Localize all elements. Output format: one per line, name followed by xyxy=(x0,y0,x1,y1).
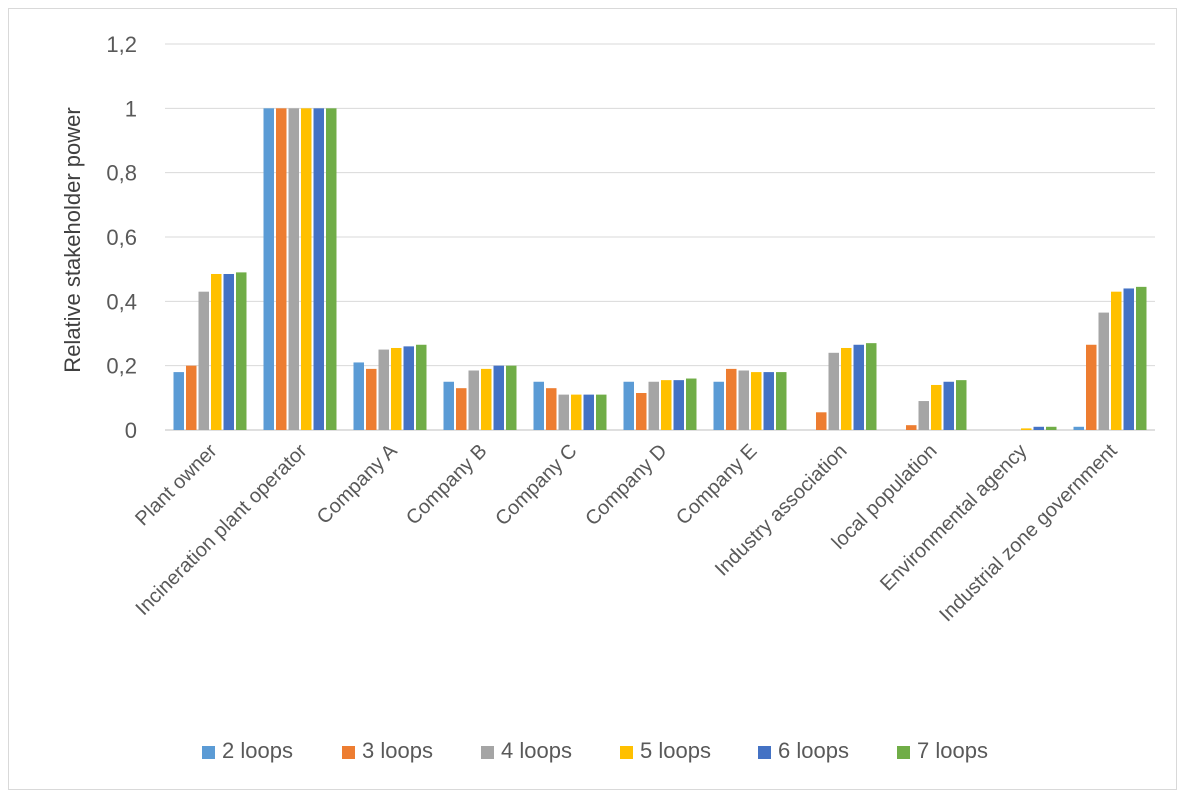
bar xyxy=(1073,426,1084,430)
x-category-label: Incineration plant operator xyxy=(132,440,312,620)
y-tick-label: 0,2 xyxy=(106,354,137,379)
bar xyxy=(828,352,839,430)
bar xyxy=(918,401,929,430)
legend-label: 6 loops xyxy=(778,738,849,763)
bar xyxy=(738,370,749,430)
bar xyxy=(583,394,594,430)
bar xyxy=(853,344,864,430)
bar xyxy=(533,381,544,430)
bar xyxy=(186,365,197,430)
y-tick-labels: 0 0,2 0,4 0,6 0,8 1 1,2 xyxy=(106,32,137,443)
bar xyxy=(288,108,299,430)
legend-swatch xyxy=(758,746,771,759)
bar xyxy=(481,368,492,430)
bar xyxy=(763,372,774,430)
bar xyxy=(776,372,787,430)
bar xyxy=(506,365,517,430)
bar xyxy=(1111,291,1122,430)
bar xyxy=(1033,426,1044,430)
bar xyxy=(456,388,467,430)
bar xyxy=(1021,428,1032,430)
bar xyxy=(686,378,697,430)
bar xyxy=(841,347,852,430)
bar xyxy=(223,273,234,430)
bar xyxy=(816,412,827,430)
bar xyxy=(546,388,557,430)
y-tick-label: 0,8 xyxy=(106,161,137,186)
bar xyxy=(571,394,582,430)
x-category-label: Company E xyxy=(672,440,761,529)
x-category-label: Company A xyxy=(313,440,402,529)
bar xyxy=(443,381,454,430)
bar xyxy=(713,381,724,430)
y-tick-label: 1 xyxy=(125,96,137,121)
y-tick-label: 0,4 xyxy=(106,289,137,314)
legend-label: 7 loops xyxy=(917,738,988,763)
bar xyxy=(1123,288,1134,430)
bar xyxy=(726,368,737,430)
bar xyxy=(366,368,377,430)
legend-label: 3 loops xyxy=(362,738,433,763)
bar xyxy=(943,381,954,430)
bar xyxy=(558,394,569,430)
bar xyxy=(661,380,672,430)
y-tick-label: 0 xyxy=(125,418,137,443)
bar xyxy=(931,384,942,430)
x-category-label: Company C xyxy=(491,440,581,530)
bar xyxy=(326,108,337,430)
bar xyxy=(751,372,762,430)
bar xyxy=(211,273,222,430)
bar xyxy=(198,291,209,430)
bar xyxy=(313,108,324,430)
bar xyxy=(906,425,917,430)
bar xyxy=(301,108,312,430)
legend-label: 4 loops xyxy=(501,738,572,763)
legend-label: 2 loops xyxy=(222,738,293,763)
bar xyxy=(468,370,479,430)
x-category-label: Environmental agency xyxy=(876,440,1031,595)
bar xyxy=(1086,344,1097,430)
bar xyxy=(623,381,634,430)
x-category-label: Company D xyxy=(581,440,671,530)
legend: 2 loops 3 loops 4 loops 5 loops 6 loops 7 loo… xyxy=(202,738,988,763)
bar xyxy=(353,362,364,430)
bar xyxy=(1046,426,1057,430)
bar xyxy=(493,365,504,430)
bar xyxy=(1136,286,1147,430)
bar xyxy=(263,108,274,430)
legend-swatch xyxy=(897,746,910,759)
y-tick-label: 1,2 xyxy=(106,32,137,57)
bar xyxy=(866,343,877,430)
bar xyxy=(378,349,389,430)
bar xyxy=(956,380,967,430)
y-axis-label: Relative stakeholder power xyxy=(60,107,85,372)
x-category-label: Plant owner xyxy=(131,440,221,530)
bar xyxy=(596,394,607,430)
legend-swatch xyxy=(342,746,355,759)
bar xyxy=(673,380,684,430)
x-category-label: Industrial zone government xyxy=(935,440,1121,626)
y-tick-label: 0,6 xyxy=(106,225,137,250)
bar xyxy=(648,381,659,430)
legend-swatch xyxy=(202,746,215,759)
bar xyxy=(173,372,184,430)
legend-swatch xyxy=(620,746,633,759)
bar xyxy=(236,272,247,430)
bar xyxy=(416,344,427,430)
bars xyxy=(173,108,1147,430)
bar xyxy=(391,347,402,430)
legend-swatch xyxy=(481,746,494,759)
legend-label: 5 loops xyxy=(640,738,711,763)
bar xyxy=(403,346,414,430)
bar xyxy=(276,108,287,430)
bar xyxy=(636,393,647,430)
x-category-label: Company B xyxy=(402,440,491,529)
bar xyxy=(1098,312,1109,430)
